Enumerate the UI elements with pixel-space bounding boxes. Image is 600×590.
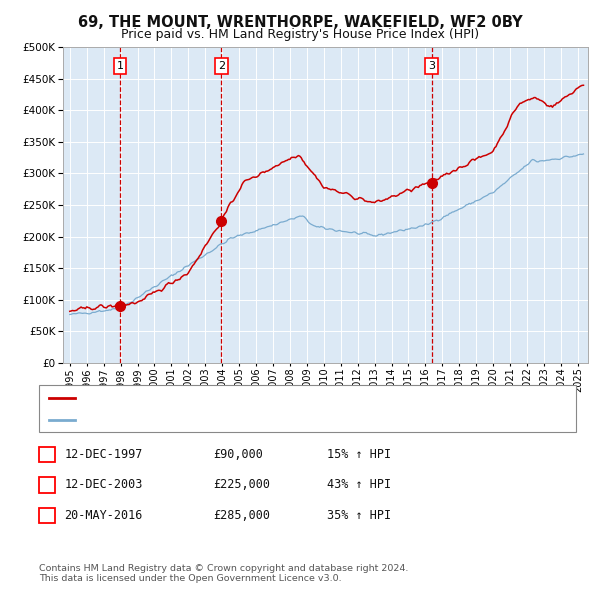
Text: £90,000: £90,000 [213,448,263,461]
Text: 1: 1 [43,448,50,461]
Text: 35% ↑ HPI: 35% ↑ HPI [327,509,391,522]
Text: £225,000: £225,000 [213,478,270,491]
Text: 2: 2 [43,478,50,491]
Text: HPI: Average price, detached house, Wakefield: HPI: Average price, detached house, Wake… [80,415,335,425]
Text: Price paid vs. HM Land Registry's House Price Index (HPI): Price paid vs. HM Land Registry's House … [121,28,479,41]
Text: 2: 2 [218,61,225,71]
Text: 20-MAY-2016: 20-MAY-2016 [64,509,143,522]
Text: 15% ↑ HPI: 15% ↑ HPI [327,448,391,461]
Text: 12-DEC-1997: 12-DEC-1997 [64,448,143,461]
Text: 69, THE MOUNT, WRENTHORPE, WAKEFIELD, WF2 0BY: 69, THE MOUNT, WRENTHORPE, WAKEFIELD, WF… [77,15,523,30]
Text: Contains HM Land Registry data © Crown copyright and database right 2024.
This d: Contains HM Land Registry data © Crown c… [39,563,409,583]
Text: 12-DEC-2003: 12-DEC-2003 [64,478,143,491]
Text: 43% ↑ HPI: 43% ↑ HPI [327,478,391,491]
Text: £285,000: £285,000 [213,509,270,522]
Text: 69, THE MOUNT, WRENTHORPE, WAKEFIELD, WF2 0BY (detached house): 69, THE MOUNT, WRENTHORPE, WAKEFIELD, WF… [80,393,475,403]
Text: 1: 1 [116,61,124,71]
Text: 3: 3 [43,509,50,522]
Text: 3: 3 [428,61,435,71]
